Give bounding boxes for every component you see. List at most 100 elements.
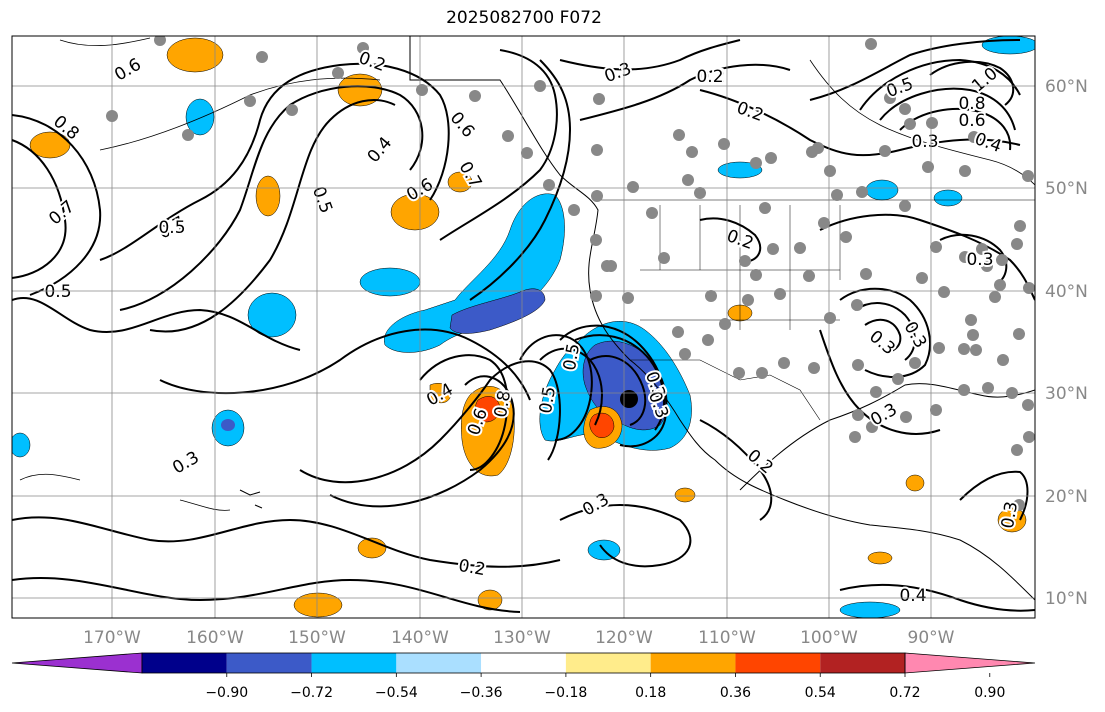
station-dot: [996, 254, 1008, 266]
station-dot: [856, 186, 868, 198]
colorbar-segment: [396, 653, 482, 673]
colorbar-tick-label: 0.72: [889, 685, 920, 701]
shading-region: [674, 487, 696, 503]
colorbar-tick-label: −0.36: [460, 685, 503, 701]
shading-region: [255, 175, 281, 217]
station-dot: [1011, 444, 1023, 456]
latitude-label: 60°N: [1045, 77, 1088, 97]
shading-region: [293, 592, 343, 618]
longitude-label: 170°W: [83, 628, 141, 648]
station-dot: [900, 411, 912, 423]
station-dot: [849, 431, 861, 443]
shading-region: [449, 288, 546, 334]
station-dot: [416, 84, 428, 96]
contour-label: 0.2: [696, 67, 723, 87]
station-dot: [926, 117, 938, 129]
station-dot: [1011, 238, 1023, 250]
station-dot: [627, 181, 639, 193]
station-dot: [879, 145, 891, 157]
contour-label: 0.3: [911, 132, 938, 152]
station-dot: [930, 404, 942, 416]
station-dot: [884, 92, 896, 104]
longitude-label: 150°W: [288, 628, 346, 648]
station-dot: [357, 42, 369, 54]
station-dot: [930, 241, 942, 253]
station-dot: [851, 299, 863, 311]
shading-region: [29, 131, 71, 159]
station-dot: [909, 357, 921, 369]
station-dot: [866, 421, 878, 433]
station-dot: [750, 157, 762, 169]
shading-region: [905, 474, 925, 492]
station-dot: [997, 354, 1009, 366]
colorbar-segment: [142, 653, 227, 673]
contour-label: 0.2: [698, 67, 725, 87]
colorbar-extend-low: [11, 652, 143, 674]
station-dot: [981, 260, 993, 272]
station-dot: [860, 268, 872, 280]
latitude-label: 50°N: [1045, 179, 1088, 199]
station-dot: [1022, 170, 1034, 182]
shading-region: [221, 419, 235, 431]
station-dot: [759, 202, 771, 214]
latitude-label: 20°N: [1045, 487, 1088, 507]
station-dot: [968, 131, 980, 143]
station-dot: [469, 90, 481, 102]
station-dot: [742, 294, 754, 306]
station-dot: [852, 409, 864, 421]
latitude-label: 10°N: [1045, 589, 1088, 609]
station-dot: [824, 312, 836, 324]
colorbar-segment: [481, 653, 566, 673]
station-dot: [778, 357, 790, 369]
colorbar-segment: [650, 653, 736, 673]
latitude-labels: 60°N 50°N 40°N 30°N 20°N 10°N: [1045, 77, 1088, 609]
station-dot: [922, 161, 934, 173]
station-dot: [982, 382, 994, 394]
colorbar-tick-label: −0.72: [290, 685, 333, 701]
colorbar-extend-high: [904, 652, 1036, 674]
station-dot: [605, 260, 617, 272]
station-dot: [591, 144, 603, 156]
station-dot: [904, 118, 916, 130]
colorbar-segment: [565, 653, 651, 673]
station-dot: [840, 231, 852, 243]
station-dot: [865, 38, 877, 50]
station-dot: [686, 146, 698, 158]
longitude-label: 130°W: [493, 628, 551, 648]
colorbar-segment: [226, 653, 312, 673]
station-dot: [622, 292, 634, 304]
station-dot: [794, 242, 806, 254]
latitude-label: 40°N: [1045, 282, 1088, 302]
station-dot: [694, 187, 706, 199]
shading-region: [933, 189, 963, 207]
shading-region: [477, 589, 503, 611]
station-dot: [818, 217, 830, 229]
shading-region: [166, 37, 224, 73]
station-dot: [1023, 282, 1035, 294]
station-dot: [702, 334, 714, 346]
coastline-layer: [99, 36, 1035, 601]
station-dot: [958, 384, 970, 396]
shading-region: [247, 292, 297, 338]
shading-region: [997, 507, 1027, 533]
station-dot: [658, 252, 670, 264]
station-dot: [719, 318, 731, 330]
longitude-label: 160°W: [186, 628, 244, 648]
latitude-label: 30°N: [1045, 384, 1088, 404]
shading-layer: [12, 36, 1035, 618]
station-dot: [852, 359, 864, 371]
colorbar-segment: [735, 653, 821, 673]
station-dot: [1022, 399, 1034, 411]
station-dot: [502, 130, 514, 142]
shading-region: [865, 179, 899, 201]
storm-center-marker: [620, 390, 638, 408]
colorbar-frame: [141, 652, 906, 674]
shading-region: [589, 412, 615, 438]
station-dot: [718, 138, 730, 150]
colorbar-tick-label: 0.90: [974, 685, 1005, 701]
shading-region: [185, 98, 215, 136]
shading-region: [337, 73, 383, 107]
shading-region: [475, 396, 501, 423]
colorbar-tick-label: 0.36: [720, 685, 751, 701]
